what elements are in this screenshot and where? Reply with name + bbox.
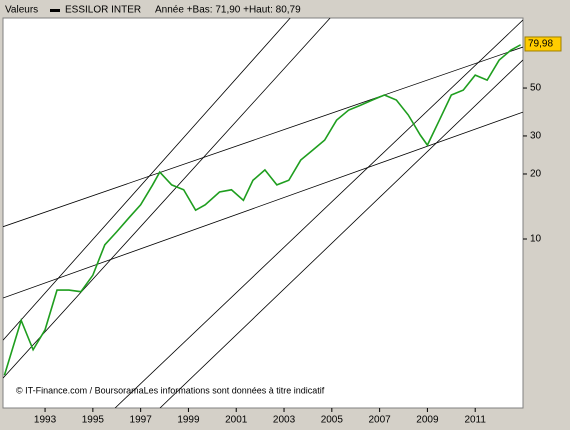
plot-area xyxy=(2,17,524,409)
x-tick-label: 2007 xyxy=(368,415,391,426)
range-text: Année +Bas: 71,90 +Haut: 80,79 xyxy=(155,5,301,16)
x-tick-label: 2005 xyxy=(321,415,344,426)
x-tick-label: 1995 xyxy=(82,415,105,426)
x-tick-label: 2001 xyxy=(225,415,248,426)
x-tick-label: 2009 xyxy=(416,415,439,426)
legend-swatch xyxy=(50,9,60,12)
y-tick-label: 50 xyxy=(530,83,542,94)
last-value-box xyxy=(524,36,562,52)
last-value-label: 79,98 xyxy=(528,39,553,50)
x-tick-label: 1999 xyxy=(177,415,200,426)
x-tick-label: 2003 xyxy=(273,415,296,426)
y-tick-label: 10 xyxy=(530,234,542,245)
trend-line xyxy=(114,19,523,408)
header: Valeurs xyxy=(5,5,38,16)
y-tick-label: 30 xyxy=(530,131,542,142)
trend-line xyxy=(3,46,523,228)
legend-label: ESSILOR INTER xyxy=(65,5,141,16)
trend-line xyxy=(159,59,523,408)
plot-content xyxy=(3,18,523,408)
x-tick-label: 1997 xyxy=(130,415,153,426)
source: © IT-Finance.com / BoursoramaLes informa… xyxy=(16,385,325,395)
y-tick-label: 20 xyxy=(530,169,542,180)
x-tick-label: 2011 xyxy=(464,415,486,426)
x-tick-label: 1993 xyxy=(34,415,57,426)
price-line xyxy=(3,44,521,376)
trend-line xyxy=(3,18,331,379)
trend-line xyxy=(3,18,291,341)
